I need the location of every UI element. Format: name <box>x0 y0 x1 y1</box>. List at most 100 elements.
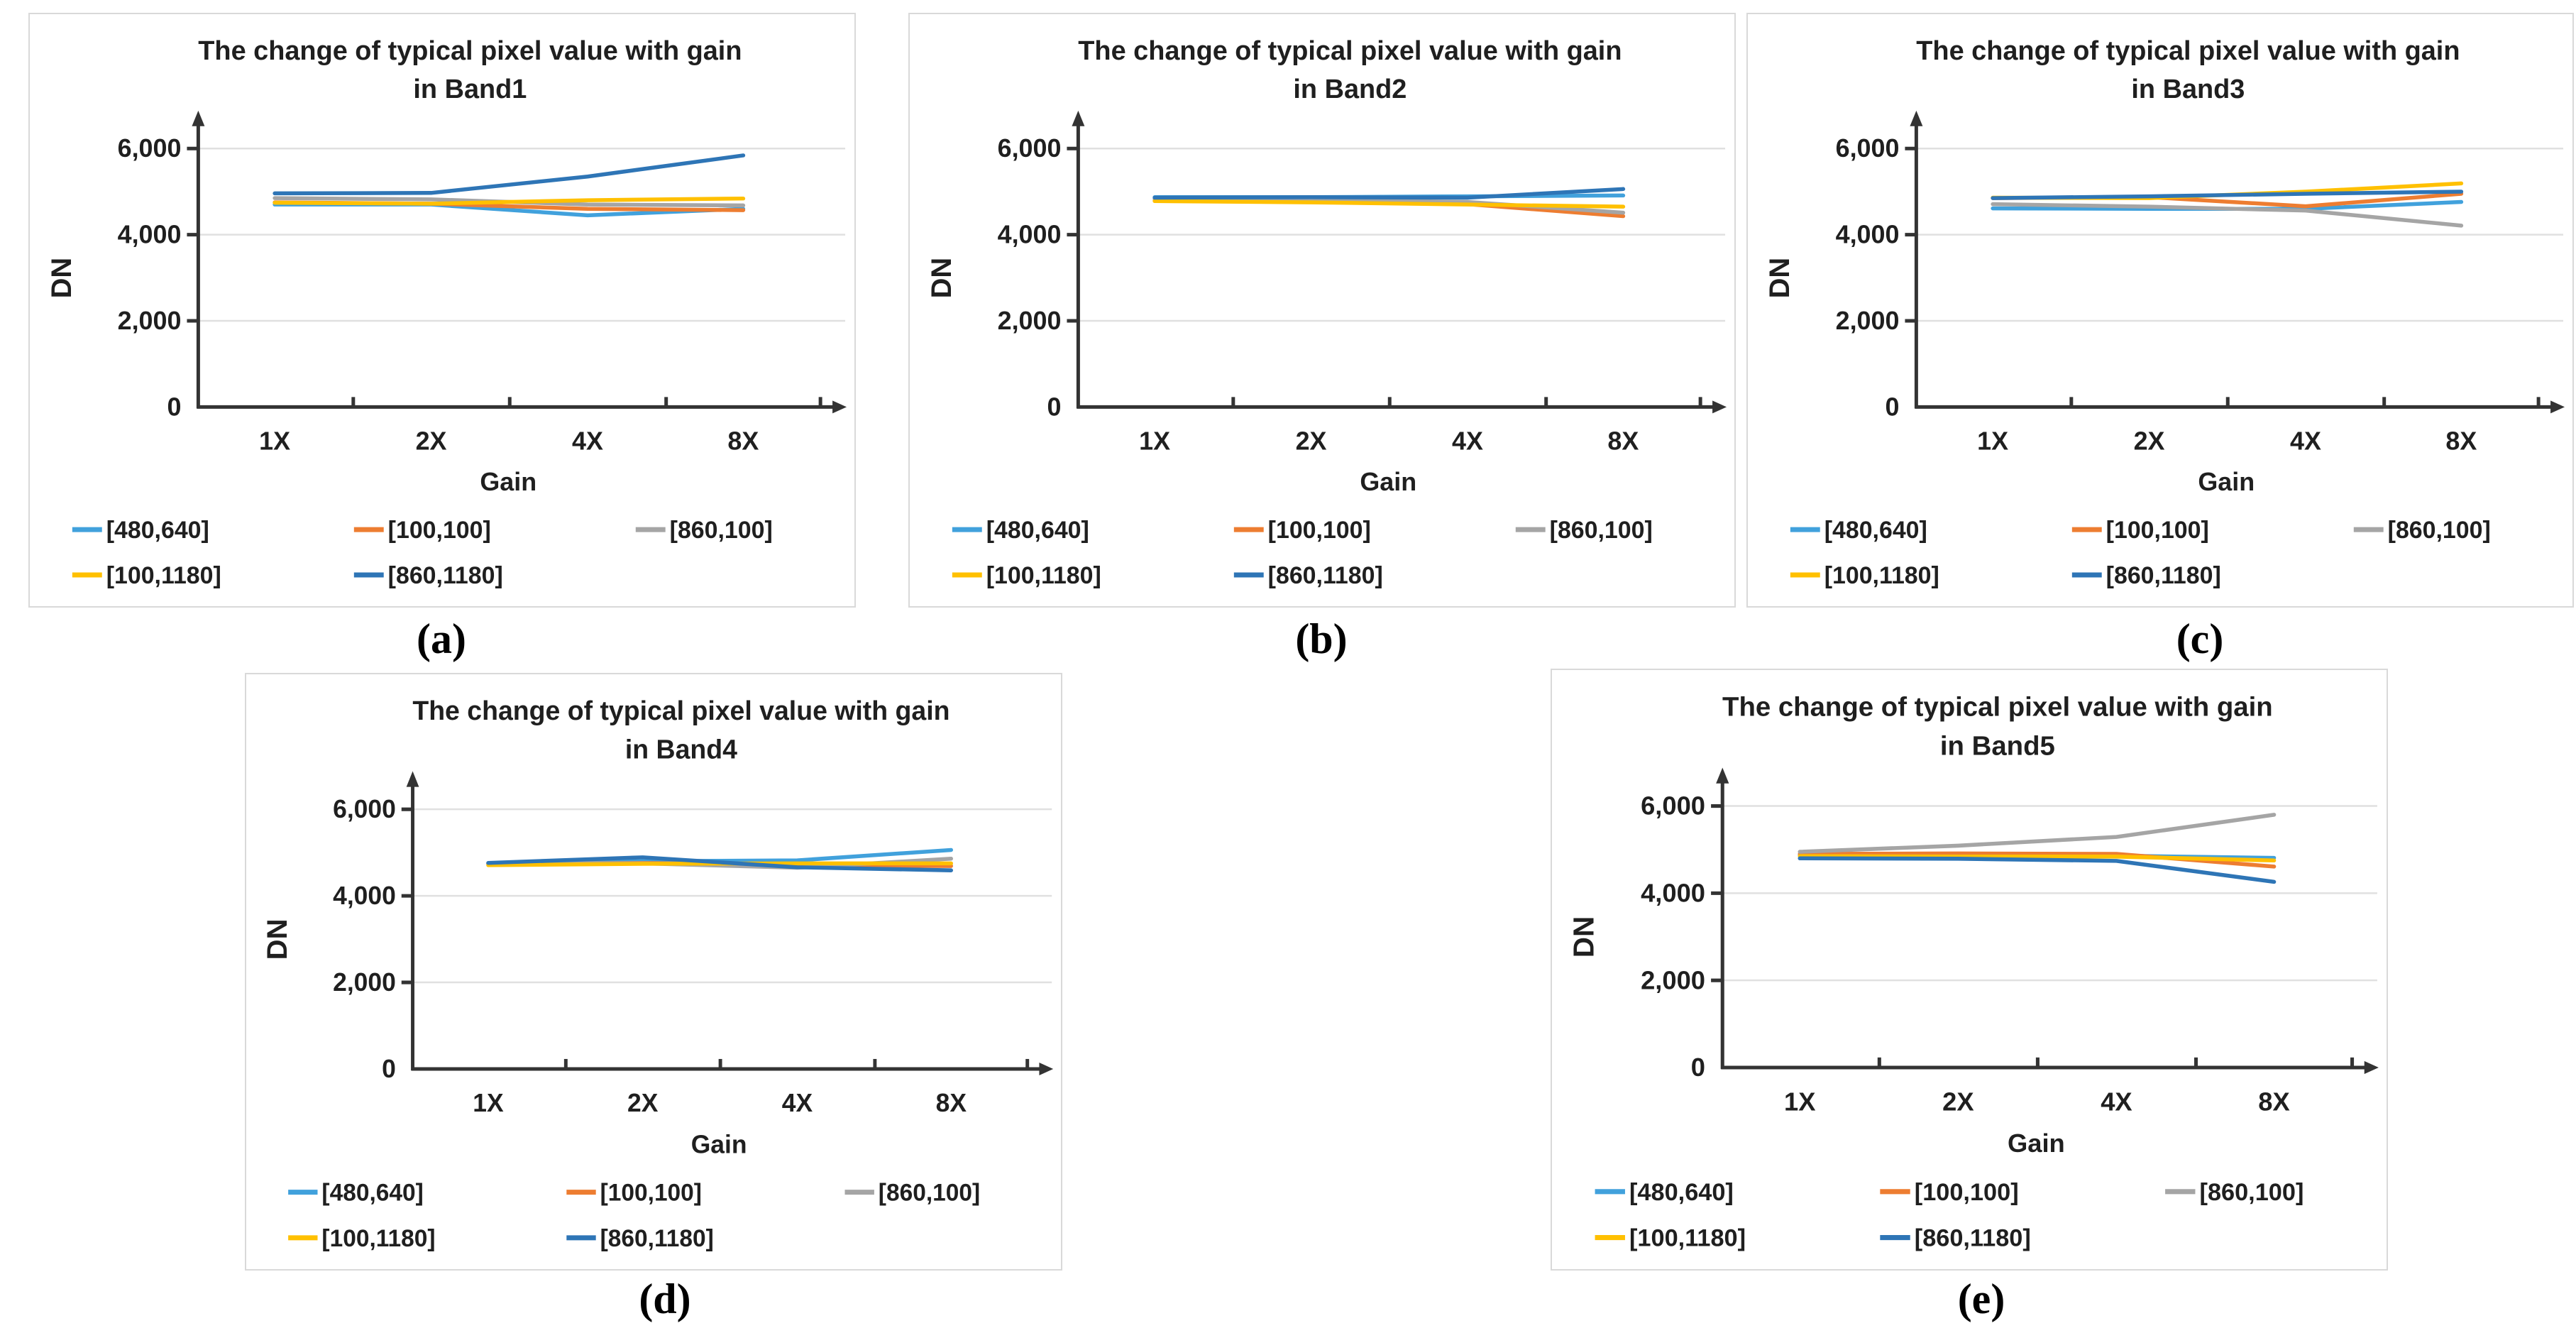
y-tick-label-0: 0 <box>1047 392 1061 421</box>
legend-label-1001180: [100,1180] <box>106 562 221 589</box>
panel-caption-d: (d) <box>639 1276 691 1322</box>
y-axis-title: DN <box>1764 258 1795 299</box>
panel-caption-a: (a) <box>417 615 466 662</box>
chart-svg-band2: 0 2,000 4,000 6,000 The change of typical pi… <box>926 36 1727 589</box>
y-axis-title: DN <box>1568 916 1600 958</box>
chart-panel-band5: 0 2,000 4,000 6,000 The change of typical pi… <box>1551 669 2388 1271</box>
chart-svg-band1: 0 2,000 4,000 6,000 The change of typical pi… <box>46 36 847 589</box>
x-axis-title: Gain <box>2198 467 2255 496</box>
legend-label-480640: [480,640] <box>986 517 1089 544</box>
x-tick-label-8X: 8X <box>936 1089 967 1117</box>
x-tick-label-8X: 8X <box>2258 1087 2289 1117</box>
panel-caption-e: (e) <box>1957 1276 2005 1322</box>
chart-title-line2: in Band3 <box>2131 75 2245 104</box>
chart-title-line2: in Band5 <box>1940 730 2055 761</box>
y-tick-label-4000: 4,000 <box>333 882 396 910</box>
legend-label-100100: [100,100] <box>2106 517 2209 544</box>
x-axis-arrow <box>2364 1060 2379 1075</box>
legend-label-860100: [860,100] <box>879 1179 980 1206</box>
chart-panel-band4: 0 2,000 4,000 6,000 The change of typical pi… <box>245 673 1062 1271</box>
x-tick-label-1X: 1X <box>259 426 290 455</box>
x-axis-title: Gain <box>480 467 536 496</box>
legend-label-8601180: [860,1180] <box>1268 562 1383 589</box>
chart-panel-band3: 0 2,000 4,000 6,000 The change of typical pi… <box>1746 13 2574 608</box>
panel-caption-b: (b) <box>1295 615 1348 662</box>
y-tick-label-0: 0 <box>167 392 181 421</box>
chart-svg-band4: 0 2,000 4,000 6,000 The change of typical pi… <box>262 696 1054 1252</box>
series-line-1001180 <box>273 196 746 206</box>
series-line-860100 <box>1991 202 2464 228</box>
chart-svg-band3: 0 2,000 4,000 6,000 The change of typical pi… <box>1764 36 2565 589</box>
y-tick-label-0: 0 <box>1691 1053 1705 1082</box>
x-tick-label-4X: 4X <box>572 426 603 455</box>
legend-label-100100: [100,100] <box>1915 1179 2019 1206</box>
y-tick-label-2000: 2,000 <box>998 306 1062 335</box>
series-line-8601180 <box>1991 190 2464 200</box>
y-tick-label-6000: 6,000 <box>998 133 1062 163</box>
x-axis-arrow <box>1039 1062 1054 1076</box>
x-tick-label-1X: 1X <box>1977 426 2008 455</box>
series-line-1001180 <box>1798 854 2277 863</box>
x-tick-label-2X: 2X <box>627 1089 659 1117</box>
y-tick-label-2000: 2,000 <box>1641 965 1705 994</box>
chart-panel-band2: 0 2,000 4,000 6,000 The change of typical pi… <box>908 13 1736 608</box>
chart-title-line1: The change of typical pixel value with g… <box>1078 36 1622 66</box>
series-line-8601180 <box>1798 856 2277 884</box>
y-tick-label-4000: 4,000 <box>998 220 1062 249</box>
x-tick-label-2X: 2X <box>416 426 447 455</box>
legend-label-480640: [480,640] <box>321 1179 423 1206</box>
legend-label-100100: [100,100] <box>1268 517 1371 544</box>
x-axis-title: Gain <box>691 1130 747 1158</box>
chart-title-line2: in Band2 <box>1293 75 1407 104</box>
x-axis-title: Gain <box>1360 467 1416 496</box>
chart-panel-band1: 0 2,000 4,000 6,000 The change of typical pi… <box>28 13 856 608</box>
y-axis-arrow <box>192 110 205 126</box>
y-tick-label-0: 0 <box>1885 392 1899 421</box>
x-tick-label-1X: 1X <box>1139 426 1170 455</box>
y-tick-label-6000: 6,000 <box>1836 133 1900 163</box>
chart-title-line1: The change of typical pixel value with g… <box>198 36 742 66</box>
x-tick-label-8X: 8X <box>2445 426 2477 455</box>
chart-title-line2: in Band4 <box>625 735 737 764</box>
chart-title-line1: The change of typical pixel value with g… <box>1722 692 2273 723</box>
legend-label-1001180: [100,1180] <box>1629 1225 1746 1252</box>
legend-label-100100: [100,100] <box>388 517 491 544</box>
legend-label-860100: [860,100] <box>2388 517 2491 544</box>
series-line-1001180 <box>1152 199 1626 209</box>
y-tick-label-4000: 4,000 <box>118 220 182 249</box>
x-axis-title: Gain <box>2008 1129 2065 1158</box>
x-tick-label-2X: 2X <box>2134 426 2165 455</box>
x-tick-label-2X: 2X <box>1942 1087 1974 1117</box>
chart-title-line1: The change of typical pixel value with g… <box>1916 36 2460 66</box>
y-tick-label-6000: 6,000 <box>1641 791 1705 821</box>
y-axis-title: DN <box>262 918 293 960</box>
x-tick-label-4X: 4X <box>2290 426 2321 455</box>
x-tick-label-1X: 1X <box>473 1089 504 1117</box>
x-tick-label-4X: 4X <box>782 1089 813 1117</box>
x-tick-label-8X: 8X <box>727 426 759 455</box>
legend-label-860100: [860,100] <box>2200 1179 2304 1206</box>
y-axis-arrow <box>406 771 419 787</box>
legend-label-480640: [480,640] <box>106 517 209 544</box>
series-line-8601180 <box>486 855 954 872</box>
x-axis-arrow <box>1712 400 1727 414</box>
y-axis-arrow <box>1716 767 1729 784</box>
legend-label-480640: [480,640] <box>1824 517 1927 544</box>
x-tick-label-4X: 4X <box>1452 426 1483 455</box>
legend-label-8601180: [860,1180] <box>1915 1225 2031 1252</box>
y-axis-arrow <box>1910 110 1923 126</box>
legend-label-8601180: [860,1180] <box>600 1225 714 1252</box>
series-line-8601180 <box>1152 187 1626 200</box>
legend-label-1001180: [100,1180] <box>321 1225 435 1252</box>
legend-label-1001180: [100,1180] <box>1824 562 1939 589</box>
legend-label-8601180: [860,1180] <box>2106 562 2221 589</box>
legend-label-480640: [480,640] <box>1629 1179 1734 1206</box>
y-tick-label-6000: 6,000 <box>333 795 396 823</box>
y-tick-label-2000: 2,000 <box>1836 306 1900 335</box>
y-tick-label-0: 0 <box>382 1055 396 1083</box>
y-tick-label-4000: 4,000 <box>1836 220 1900 249</box>
legend-label-100100: [100,100] <box>600 1179 702 1206</box>
y-tick-label-2000: 2,000 <box>118 306 182 335</box>
series-line-860100 <box>1798 813 2277 854</box>
